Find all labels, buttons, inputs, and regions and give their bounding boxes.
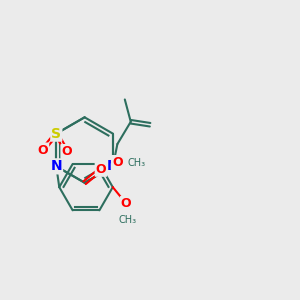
Text: O: O bbox=[61, 145, 72, 158]
Text: O: O bbox=[112, 156, 122, 169]
Text: N: N bbox=[107, 159, 119, 173]
Text: N: N bbox=[50, 159, 62, 173]
Text: CH₃: CH₃ bbox=[118, 215, 137, 225]
Text: CH₃: CH₃ bbox=[128, 158, 146, 167]
Text: S: S bbox=[51, 127, 61, 141]
Text: O: O bbox=[121, 197, 131, 210]
Text: O: O bbox=[38, 143, 48, 157]
Text: O: O bbox=[96, 163, 106, 176]
